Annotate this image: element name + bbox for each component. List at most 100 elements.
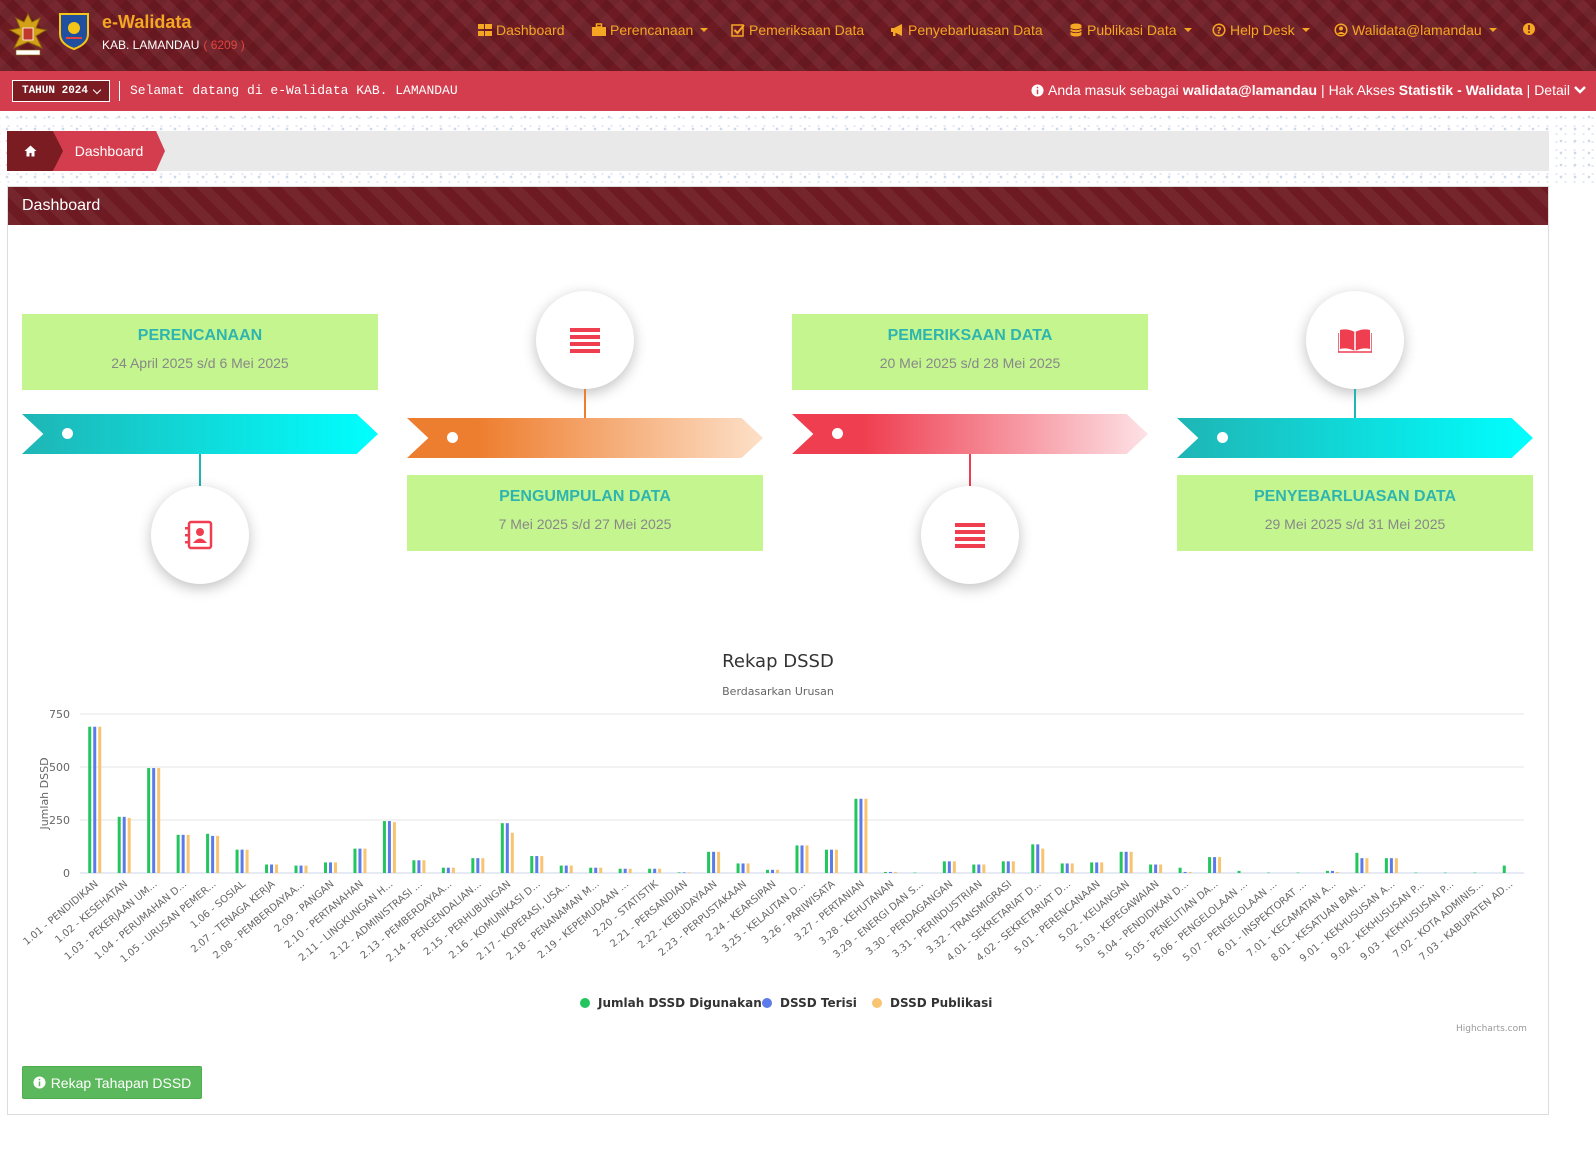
detail-link[interactable]: | Detail bbox=[1526, 82, 1570, 98]
list-icon bbox=[570, 328, 600, 353]
y-axis-title: Jumlah DSSD bbox=[38, 757, 51, 830]
legend-marker bbox=[580, 998, 590, 1008]
rekap-tahapan-button[interactable]: Rekap Tahapan DSSD bbox=[22, 1066, 202, 1099]
bar bbox=[353, 848, 357, 873]
caret-down-icon bbox=[700, 28, 709, 32]
chart-credit[interactable]: Highcharts.com bbox=[1456, 1024, 1527, 1034]
legend-item[interactable]: DSSD Publikasi bbox=[890, 996, 992, 1010]
year-select-label: TAHUN 2024 bbox=[21, 85, 88, 97]
bar bbox=[1360, 858, 1364, 873]
bar bbox=[93, 726, 97, 873]
info-bar: TAHUN 2024 Selamat datang di e-Walidata … bbox=[0, 71, 1596, 111]
year-select[interactable]: TAHUN 2024 bbox=[12, 80, 110, 102]
breadcrumb-home[interactable] bbox=[7, 131, 53, 171]
nav-penyebarluasan[interactable]: Penyebarluasan Data bbox=[890, 22, 1043, 38]
home-icon bbox=[24, 145, 36, 157]
nav-perencanaan[interactable]: Perencanaan bbox=[592, 22, 709, 38]
bar bbox=[1443, 872, 1447, 874]
bar bbox=[1188, 871, 1192, 873]
bar bbox=[1149, 864, 1153, 873]
bar bbox=[1090, 862, 1094, 873]
bar bbox=[1183, 871, 1187, 873]
chart-subtitle: Berdasarkan Urusan bbox=[722, 685, 834, 698]
nav-alert[interactable] bbox=[1522, 22, 1536, 36]
bar bbox=[270, 864, 274, 873]
bar bbox=[117, 816, 121, 873]
info-circle-icon bbox=[33, 1076, 46, 1089]
y-tick-label: 0 bbox=[63, 867, 70, 880]
divider bbox=[119, 81, 120, 101]
bar bbox=[412, 860, 416, 873]
bar bbox=[1237, 870, 1241, 873]
bar bbox=[211, 835, 215, 873]
caret-down-icon bbox=[1183, 28, 1192, 32]
welcome-text: Selamat datang di e-Walidata KAB. LAMAND… bbox=[130, 83, 458, 98]
bar bbox=[771, 869, 775, 873]
bar bbox=[712, 851, 716, 873]
bar bbox=[1389, 858, 1393, 873]
exclamation-circle-icon bbox=[1523, 23, 1535, 35]
stage-penyebarluasan: PENYEBARLUASAN DATA 29 Mei 2025 s/d 31 M… bbox=[1177, 475, 1533, 551]
bar bbox=[387, 821, 391, 873]
bar bbox=[1031, 844, 1035, 873]
bar bbox=[265, 864, 269, 873]
bar bbox=[913, 872, 917, 874]
book-icon bbox=[1338, 329, 1372, 353]
bar bbox=[358, 848, 362, 873]
y-tick-label: 250 bbox=[49, 814, 70, 827]
app-title[interactable]: e-Walidata bbox=[102, 12, 192, 32]
bar bbox=[628, 868, 632, 873]
bar bbox=[942, 861, 946, 873]
bar bbox=[446, 867, 450, 873]
legend-item[interactable]: Jumlah DSSD Digunakan bbox=[597, 996, 762, 1010]
stage-ribbon bbox=[407, 418, 763, 458]
bar bbox=[741, 863, 745, 873]
nav-user-label: Walidata@lamandau bbox=[1352, 22, 1482, 38]
bar bbox=[530, 856, 534, 873]
stage-pengumpulan: PENGUMPULAN DATA 7 Mei 2025 s/d 27 Mei 2… bbox=[407, 475, 763, 551]
bar bbox=[176, 834, 180, 873]
stage-icon-circle bbox=[536, 291, 634, 389]
bar bbox=[736, 863, 740, 873]
bar bbox=[717, 851, 721, 873]
svg-text:?: ? bbox=[1216, 27, 1221, 37]
bar bbox=[824, 849, 828, 873]
bar bbox=[569, 865, 573, 873]
login-user: walidata@lamandau bbox=[1182, 82, 1318, 98]
chevron-down-icon[interactable] bbox=[1574, 85, 1586, 95]
bar bbox=[1006, 861, 1010, 873]
breadcrumb: Dashboard bbox=[7, 131, 1549, 171]
top-navbar: e-Walidata KAB. LAMANDAU( 6209 ) Dashboa… bbox=[0, 0, 1596, 71]
bar bbox=[1384, 858, 1388, 873]
nav-user-menu[interactable]: Walidata@lamandau bbox=[1334, 22, 1497, 38]
nav-publikasi[interactable]: Publikasi Data bbox=[1069, 22, 1192, 38]
bar bbox=[834, 849, 838, 873]
bar bbox=[240, 849, 244, 873]
bar bbox=[766, 869, 770, 873]
bar bbox=[977, 864, 981, 873]
bar bbox=[682, 872, 686, 873]
bullhorn-icon bbox=[891, 24, 902, 36]
info-circle-icon bbox=[1031, 83, 1044, 97]
bar bbox=[648, 868, 652, 873]
grid-icon bbox=[478, 24, 492, 36]
bar bbox=[98, 726, 102, 873]
nav-helpdesk[interactable]: ? Help Desk bbox=[1212, 22, 1310, 38]
legend-item[interactable]: DSSD Terisi bbox=[780, 996, 857, 1010]
bar bbox=[510, 832, 514, 873]
nav-dashboard[interactable]: Dashboard bbox=[478, 22, 565, 38]
nav-pemeriksaan-label: Pemeriksaan Data bbox=[749, 22, 865, 38]
breadcrumb-dashboard[interactable]: Dashboard bbox=[53, 131, 165, 171]
bar bbox=[1502, 865, 1506, 873]
nav-pemeriksaan[interactable]: Pemeriksaan Data bbox=[731, 22, 864, 38]
bar bbox=[746, 863, 750, 873]
bar bbox=[328, 862, 332, 873]
bar bbox=[1325, 870, 1329, 873]
bar bbox=[1001, 861, 1005, 873]
bar bbox=[304, 865, 308, 873]
bar bbox=[982, 864, 986, 873]
bar bbox=[947, 861, 951, 873]
bar bbox=[972, 864, 976, 873]
bar bbox=[1178, 867, 1182, 873]
ribbon-dot bbox=[832, 428, 843, 439]
